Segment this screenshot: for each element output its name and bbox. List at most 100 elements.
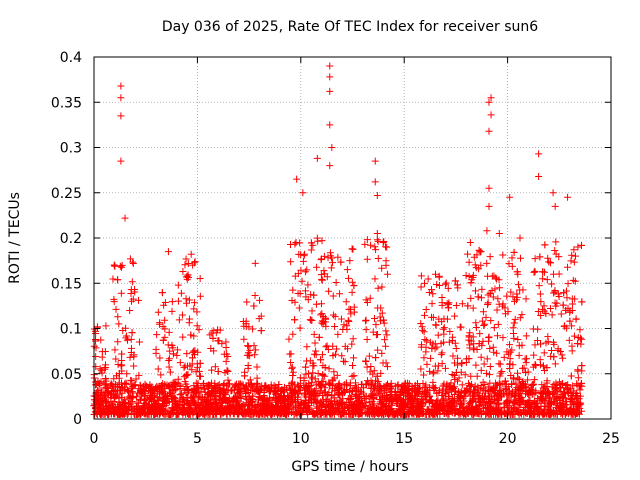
data-point: [528, 382, 536, 390]
data-point: [179, 333, 187, 341]
data-point: [281, 398, 289, 406]
data-point: [108, 381, 116, 389]
data-point: [371, 275, 379, 283]
data-point: [499, 251, 507, 259]
data-point: [318, 403, 326, 411]
data-point: [387, 385, 395, 393]
data-point: [568, 322, 576, 330]
data-point: [117, 289, 125, 297]
data-point: [157, 371, 165, 379]
data-point: [551, 202, 559, 210]
data-point: [92, 363, 100, 371]
data-point: [208, 366, 216, 374]
data-point: [520, 384, 528, 392]
data-point: [128, 398, 136, 406]
data-point: [176, 359, 184, 367]
data-point: [426, 367, 434, 375]
data-point: [558, 406, 566, 414]
data-point: [535, 409, 543, 417]
data-point: [537, 298, 545, 306]
data-point: [378, 264, 386, 272]
data-point: [111, 262, 119, 270]
data-point: [521, 403, 529, 411]
x-axis-label: GPS time / hours: [291, 459, 408, 475]
data-point: [346, 394, 354, 402]
data-point: [382, 327, 390, 335]
data-point: [434, 331, 442, 339]
data-point: [418, 341, 426, 349]
data-point: [174, 297, 182, 305]
data-point: [243, 409, 251, 417]
data-point: [567, 257, 575, 265]
data-point: [461, 371, 469, 379]
data-point: [573, 406, 581, 414]
data-point: [172, 400, 180, 407]
data-point: [190, 305, 198, 313]
data-point: [350, 372, 358, 380]
data-point: [470, 390, 478, 398]
data-point: [125, 406, 133, 414]
data-point: [481, 400, 489, 408]
data-point: [329, 311, 337, 319]
data-point: [513, 290, 521, 298]
data-point: [578, 335, 586, 343]
data-point: [153, 383, 161, 391]
data-point: [251, 403, 259, 411]
data-point: [308, 378, 316, 386]
data-point: [511, 386, 519, 394]
data-point: [183, 299, 191, 307]
data-point: [182, 371, 190, 379]
data-point: [362, 316, 370, 324]
data-point: [187, 250, 195, 258]
data-point: [429, 340, 437, 348]
data-point: [161, 333, 169, 341]
data-point: [159, 336, 167, 344]
data-point: [423, 360, 431, 368]
data-point: [184, 371, 192, 379]
data-point: [110, 375, 118, 383]
data-point: [327, 264, 335, 272]
data-point: [173, 351, 181, 359]
data-point: [334, 330, 342, 338]
data-point: [568, 306, 576, 314]
data-point: [394, 382, 402, 390]
data-point: [250, 302, 258, 310]
data-point: [378, 349, 386, 357]
data-point: [123, 386, 131, 394]
data-point: [287, 390, 295, 398]
data-point: [563, 294, 571, 302]
data-point: [387, 397, 395, 405]
data-point: [338, 352, 346, 360]
data-point: [324, 391, 332, 399]
data-point: [336, 290, 344, 298]
data-point: [304, 296, 312, 304]
data-point: [135, 410, 143, 418]
data-point: [494, 295, 502, 303]
data-point: [395, 405, 403, 413]
data-point: [168, 307, 176, 315]
data-point: [421, 336, 429, 344]
data-point: [570, 400, 578, 408]
data-point: [552, 302, 560, 310]
data-point: [145, 401, 153, 409]
data-point: [458, 381, 466, 389]
data-point: [232, 398, 240, 406]
data-point: [464, 302, 472, 310]
data-point: [181, 362, 189, 370]
data-point: [534, 336, 542, 344]
data-point: [190, 332, 198, 340]
data-point: [438, 299, 446, 307]
data-point: [255, 392, 263, 400]
data-point: [190, 407, 198, 415]
data-point: [445, 392, 453, 400]
data-point: [494, 399, 502, 407]
data-point: [479, 308, 487, 316]
data-point: [456, 404, 464, 412]
data-point: [554, 290, 562, 298]
data-point: [287, 358, 295, 366]
data-point: [373, 191, 381, 199]
data-point: [175, 410, 183, 418]
data-point: [169, 350, 177, 358]
data-point: [479, 337, 487, 345]
data-point: [432, 384, 440, 392]
